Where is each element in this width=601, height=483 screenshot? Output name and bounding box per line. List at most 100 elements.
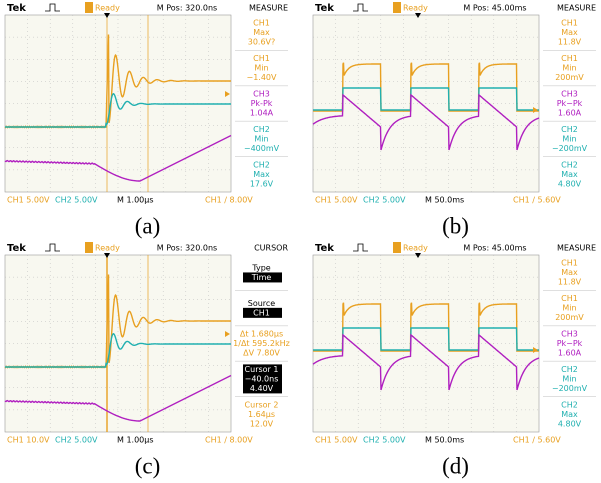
footer-text: M 1.00µs (117, 436, 154, 445)
menu-text: Max (253, 170, 270, 179)
menu-text: Max (561, 28, 578, 37)
menu-text: Max (561, 268, 578, 277)
footer-text: CH2 5.00V (55, 196, 98, 205)
menu-text: CH3 (561, 90, 578, 99)
position: M Pos: 45.00ms (463, 244, 526, 253)
footer-text: M 1.00µs (117, 196, 154, 205)
menu-text: 30.6V? (248, 38, 276, 47)
menu-text: Pk−Pk (557, 99, 583, 108)
menu-text: Pk−Pk (557, 339, 583, 348)
menu-title: MEASURE (557, 244, 596, 253)
menu-text: CH1 (561, 294, 578, 303)
brand: Tek (315, 243, 334, 254)
menu-text: CH1 (561, 54, 578, 63)
caption: (d) (442, 453, 469, 478)
footer-text: CH2 5.00V (55, 436, 98, 445)
menu-title: CURSOR (254, 244, 288, 253)
brand: Tek (7, 243, 26, 254)
menu-text: −400mV (244, 144, 280, 153)
menu-text: CH1 (253, 54, 270, 63)
menu-text: 1.60A (558, 349, 582, 358)
footer-text: CH1 ∕ 8.00V (205, 436, 253, 445)
menu-text: 12.0V (250, 419, 274, 428)
header-bar (5, 0, 290, 15)
menu-text: CH2 (561, 400, 578, 409)
menu-text: 4.80V (558, 419, 582, 428)
menu-text: Max (561, 170, 578, 179)
menu-text: CH2 (561, 365, 578, 374)
menu-text: 17.6V (250, 179, 274, 188)
position: M Pos: 45.00ms (463, 4, 526, 13)
status: Ready (95, 244, 120, 253)
brand: Tek (315, 3, 334, 14)
status: Ready (403, 244, 428, 253)
footer-text: CH2 5.00V (363, 196, 406, 205)
menu-text: −1.40V (247, 73, 278, 82)
menu-text: Δt 1.680µs (240, 330, 283, 339)
menu-text: −40.0ns (245, 374, 279, 383)
status-box (85, 2, 93, 13)
menu-text: Min (562, 304, 576, 313)
header-bar (313, 0, 598, 15)
caption: (b) (442, 213, 469, 238)
menu-text: Min (562, 64, 576, 73)
footer-text: CH1 5.00V (7, 196, 50, 205)
menu-text: 1/Δt 595.2kHz (233, 339, 290, 348)
menu-text: Cursor 2 (245, 400, 279, 409)
caption: (c) (135, 453, 161, 478)
menu-text: Max (253, 28, 270, 37)
caption: (a) (135, 213, 161, 238)
status: Ready (403, 4, 428, 13)
menu-text: Min (562, 374, 576, 383)
brand: Tek (7, 3, 26, 14)
menu-text: CH3 (561, 330, 578, 339)
menu-text: Time (251, 273, 272, 282)
footer-text: CH1 ∕ 5.60V (513, 196, 561, 205)
menu-text: 4.80V (558, 179, 582, 188)
menu-text: 200mV (555, 313, 584, 322)
footer-text: CH1 5.00V (315, 436, 358, 445)
position: M Pos: 320.0ns (157, 244, 217, 253)
menu-text: 1.04A (250, 109, 274, 118)
menu-text: CH3 (253, 90, 270, 99)
menu-text: ΔV 7.80V (243, 349, 280, 358)
footer-text: CH1 ∕ 5.60V (513, 436, 561, 445)
footer-text: CH1 ∕ 8.00V (205, 196, 253, 205)
footer-text: M 50.0ms (425, 196, 464, 205)
header-bar (5, 240, 290, 255)
menu-text: 11.8V (558, 278, 582, 287)
menu-title: MEASURE (557, 4, 596, 13)
menu-text: CH1 (561, 19, 578, 28)
footer-text: CH1 5.00V (315, 196, 358, 205)
header-bar (313, 240, 598, 255)
menu-text: CH1 (561, 259, 578, 268)
menu-text: Min (254, 134, 268, 143)
menu-text: 4.40V (250, 384, 274, 393)
menu-text: CH2 (561, 160, 578, 169)
menu-text: Min (254, 64, 268, 73)
menu-text: Min (562, 134, 576, 143)
menu-text: 1.64µs (248, 410, 275, 419)
menu-text: Source (248, 299, 276, 308)
menu-text: CH1 (253, 19, 270, 28)
menu-text: CH2 (253, 125, 270, 134)
menu-text: −200mV (552, 144, 588, 153)
menu-text: 1.60A (558, 109, 582, 118)
status: Ready (95, 4, 120, 13)
footer-text: M 50.0ms (425, 436, 464, 445)
menu-text: −200mV (552, 384, 588, 393)
status-box (85, 242, 93, 253)
menu-title: MEASURE (249, 4, 288, 13)
status-box (393, 242, 401, 253)
menu-text: CH2 (253, 160, 270, 169)
menu-text: Pk-Pk (251, 99, 273, 108)
figure: TekReadyM Pos: 320.0nsMEASURECH1Max30.6V… (0, 0, 601, 483)
menu-text: Type (251, 263, 270, 272)
menu-text: CH2 (561, 125, 578, 134)
menu-text: Max (561, 410, 578, 419)
footer-text: CH1 10.0V (7, 436, 50, 445)
menu-text: CH1 (253, 308, 270, 317)
